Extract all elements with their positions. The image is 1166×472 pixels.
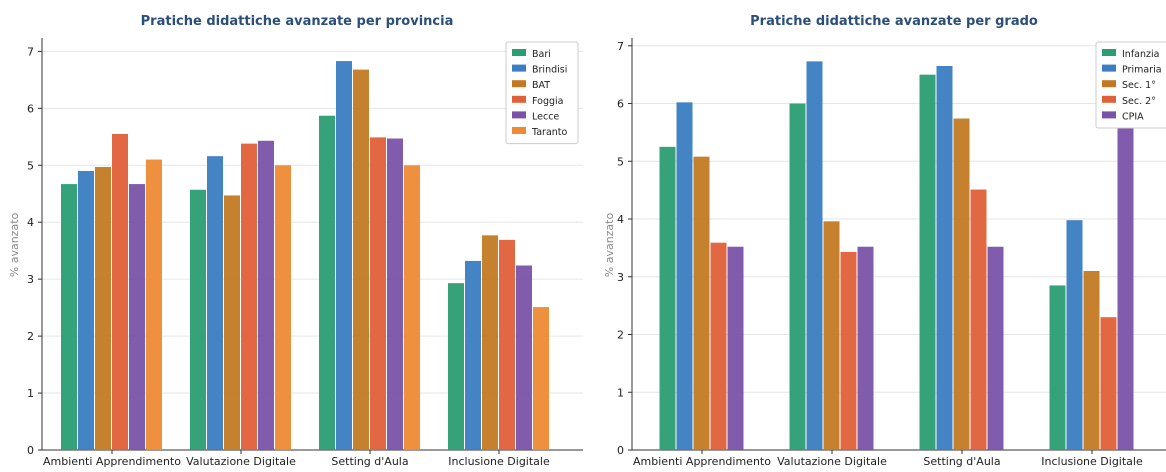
bar	[806, 61, 823, 450]
bar	[404, 165, 420, 450]
bar	[936, 65, 953, 451]
bar	[336, 61, 352, 450]
legend-swatch	[512, 95, 526, 103]
bar	[1100, 317, 1117, 450]
y-tick-label: 5	[27, 159, 34, 172]
legend-swatch	[1102, 95, 1116, 103]
legend-box	[1095, 41, 1166, 129]
chart-title-right: Pratiche didattiche avanzate per grado	[750, 14, 1038, 29]
y-axis-label: % avanzato	[8, 213, 21, 278]
bar	[659, 146, 676, 450]
bar	[482, 235, 498, 450]
x-tick-label: Inclusione Digitale	[1041, 455, 1143, 468]
y-tick-label: 0	[27, 444, 34, 457]
legend-swatch	[512, 111, 526, 119]
bar	[112, 133, 128, 451]
bar	[95, 166, 111, 450]
legend-label: Bari	[532, 49, 551, 60]
legend-label: Foggia	[532, 96, 563, 107]
bar	[61, 184, 77, 450]
x-tick-label: Setting d'Aula	[923, 455, 1000, 468]
y-tick-label: 7	[27, 45, 34, 58]
legend-swatch	[512, 80, 526, 88]
bar	[953, 118, 970, 450]
chart-title-left: Pratiche didattiche avanzate per provinc…	[141, 14, 454, 29]
bar	[693, 156, 710, 450]
legend-label: Sec. 1°	[1122, 80, 1156, 91]
y-tick-label: 3	[617, 271, 624, 284]
bar	[275, 165, 291, 450]
bar	[1117, 115, 1134, 450]
x-tick-label: Ambienti Apprendimento	[43, 455, 181, 468]
y-tick-label: 2	[27, 330, 34, 343]
y-tick-label: 2	[617, 329, 624, 342]
bar	[970, 189, 987, 450]
y-tick-label: 1	[27, 387, 34, 400]
y-axis-label: % avanzato	[603, 213, 616, 278]
legend-label: Taranto	[531, 127, 568, 138]
x-tick-label: Inclusione Digitale	[448, 455, 550, 468]
bar	[789, 103, 806, 451]
y-tick-label: 4	[27, 216, 34, 229]
legend-label: Primaria	[1122, 65, 1162, 76]
y-tick-label: 6	[617, 98, 624, 111]
bar	[919, 74, 936, 450]
bar	[516, 265, 532, 450]
bar	[1083, 270, 1100, 450]
bar	[499, 239, 515, 450]
bar	[448, 283, 464, 450]
bar	[387, 138, 403, 450]
bar	[129, 184, 145, 450]
bar	[710, 242, 727, 450]
bar	[533, 307, 549, 450]
bar	[224, 195, 240, 450]
bar	[676, 102, 693, 450]
bar	[465, 260, 481, 450]
legend-swatch	[1102, 64, 1116, 72]
bar	[823, 221, 840, 450]
legend-swatch	[512, 49, 526, 56]
bar	[987, 246, 1004, 450]
legend-swatch	[1102, 80, 1116, 88]
legend-label: BAT	[532, 80, 550, 91]
x-tick-label: Valutazione Digitale	[777, 455, 887, 468]
y-tick-label: 4	[617, 213, 624, 226]
x-tick-label: Valutazione Digitale	[186, 455, 296, 468]
legend-swatch	[512, 64, 526, 72]
y-tick-label: 3	[27, 273, 34, 286]
bar	[727, 246, 744, 450]
bar	[353, 69, 369, 450]
legend-label: Sec. 2°	[1122, 96, 1156, 107]
y-tick-label: 6	[27, 102, 34, 115]
legend-swatch	[512, 127, 526, 134]
bar	[857, 246, 874, 450]
bar	[1049, 285, 1066, 450]
bar	[319, 115, 335, 450]
legend-label: Infanzia	[1122, 49, 1159, 60]
bar	[207, 156, 223, 450]
plot-left: 0 1 2 3 4 5 6 7 % avanzato Ambienti Apprendimento…	[8, 38, 583, 468]
bar	[840, 251, 857, 450]
legend-swatch	[1102, 49, 1116, 56]
legend-label: Lecce	[532, 111, 559, 122]
bar	[258, 140, 274, 450]
legend-label: Brindisi	[532, 65, 567, 76]
bar	[370, 137, 386, 450]
x-tick-label: Ambienti Apprendimento	[633, 455, 771, 468]
plot-right: 0 1 2 3 4 5 6 7 % avanzato Ambienti Apprendimento…	[603, 38, 1166, 468]
bar	[1066, 220, 1083, 450]
x-tick-label: Setting d'Aula	[331, 455, 408, 468]
bar	[78, 170, 94, 450]
bar	[146, 159, 162, 451]
y-tick-label: 0	[617, 444, 624, 457]
y-tick-label: 7	[617, 40, 624, 53]
legend-label: CPIA	[1122, 111, 1144, 122]
bar	[190, 189, 206, 450]
y-tick-label: 1	[617, 386, 624, 399]
bar	[241, 143, 257, 450]
y-tick-label: 5	[617, 155, 624, 168]
legend-swatch	[1102, 111, 1116, 119]
